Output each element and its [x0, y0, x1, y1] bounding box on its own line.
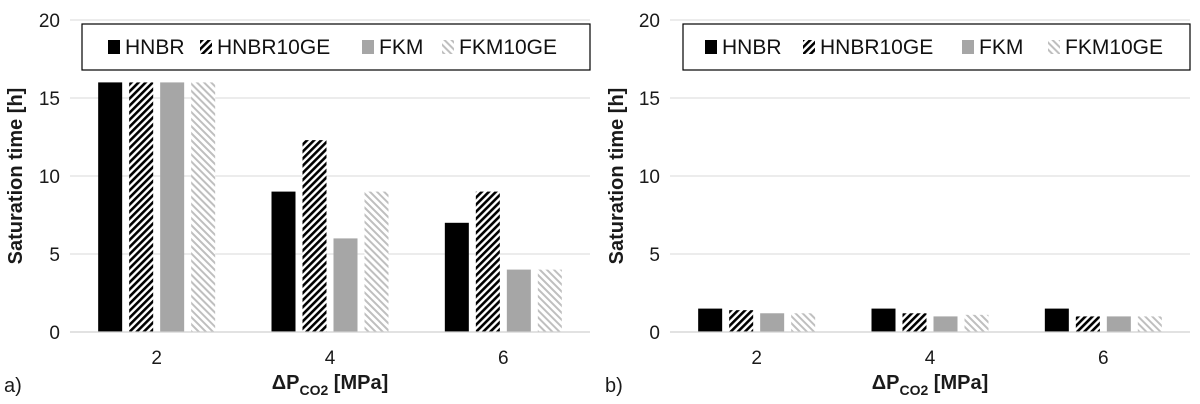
- y-tick-label: 15: [39, 89, 60, 110]
- x-tick-label: 2: [151, 348, 162, 369]
- legend-label-fkm: FKM: [979, 36, 1023, 59]
- y-tick-label: 10: [639, 167, 660, 188]
- legend: HNBR HNBR10GE FKM FKM10GE: [81, 23, 591, 71]
- bar-hnbr-2: [698, 308, 723, 332]
- legend-label-hnbr10ge: HNBR10GE: [820, 36, 933, 59]
- legend-swatch-hnbr: [108, 40, 120, 54]
- bar-fkm-6: [506, 269, 531, 332]
- bar-fkm-6: [1106, 316, 1131, 332]
- bar-hnbr-4: [871, 308, 896, 332]
- legend-swatch-hnbr10ge: [803, 40, 815, 54]
- legend-label-hnbr: HNBR: [125, 36, 185, 59]
- bar-hnbr-6: [1044, 308, 1069, 332]
- y-tick-label: 20: [639, 11, 660, 32]
- y-tick-label: 0: [649, 323, 660, 344]
- legend-label-hnbr: HNBR: [722, 36, 782, 59]
- y-tick-label: 15: [639, 89, 660, 110]
- legend-swatch-fkm: [362, 40, 374, 54]
- bar-hnbr10ge-4: [902, 313, 927, 332]
- x-axis-title: ΔPCO2 [MPa]: [872, 372, 989, 398]
- bar-fkm10ge-6: [1137, 316, 1162, 332]
- legend-label-fkm: FKM: [379, 36, 423, 59]
- bar-hnbr10ge-4: [302, 140, 327, 332]
- legend-label-hnbr10ge: HNBR10GE: [217, 36, 330, 59]
- panel-label: a): [4, 375, 22, 397]
- x-tick-label: 4: [925, 348, 936, 369]
- y-tick-label: 10: [39, 167, 60, 188]
- legend-box: [81, 23, 591, 71]
- legend-label-fkm10ge: FKM10GE: [1065, 36, 1163, 59]
- legend-swatch-hnbr10ge: [200, 40, 212, 54]
- legend-swatch-hnbr: [705, 40, 717, 54]
- bar-fkm10ge-6: [537, 269, 562, 332]
- legend-box: [682, 23, 1191, 71]
- legend-swatch-fkm: [962, 40, 974, 54]
- bar-hnbr10ge-6: [1075, 316, 1100, 332]
- y-tick-label: 5: [49, 245, 60, 266]
- legend-swatch-fkm10ge: [442, 40, 454, 54]
- legend: HNBR HNBR10GE FKM FKM10GE: [682, 23, 1191, 71]
- bar-hnbr-6: [444, 222, 469, 332]
- bar-fkm10ge-4: [964, 314, 989, 332]
- bar-hnbr-4: [271, 191, 296, 332]
- bar-fkm10ge-4: [364, 191, 389, 332]
- x-tick-label: 2: [751, 348, 762, 369]
- bar-hnbr10ge-2: [729, 310, 754, 332]
- bar-fkm10ge-2: [191, 82, 216, 333]
- legend-label-fkm10ge: FKM10GE: [459, 36, 557, 59]
- bar-fkm10ge-2: [791, 313, 816, 332]
- chart-panel-b: 0 5 10 15 20 2 4 6 ΔPCO2 [MPa] Saturation time [h…: [605, 11, 1191, 398]
- bar-hnbr10ge-6: [475, 191, 500, 332]
- x-tick-label: 6: [1098, 348, 1109, 369]
- y-axis-title: Saturation time [h]: [606, 88, 628, 265]
- bar-hnbr-2: [98, 82, 123, 333]
- x-axis-title: ΔPCO2 [MPa]: [272, 372, 389, 398]
- y-tick-label: 20: [39, 11, 60, 32]
- chart-panel-a: 0 5 10 15 20 2 4 6 ΔPCO2 [MPa] Saturation time [h…: [4, 11, 591, 398]
- bar-fkm-4: [933, 316, 958, 332]
- panel-label: b): [605, 375, 623, 397]
- y-tick-label: 0: [49, 323, 60, 344]
- bar-fkm-2: [160, 82, 185, 333]
- y-tick-label: 5: [649, 245, 660, 266]
- legend-swatch-fkm10ge: [1048, 40, 1060, 54]
- x-tick-label: 6: [498, 348, 509, 369]
- y-axis-title: Saturation time [h]: [5, 88, 27, 265]
- bar-hnbr10ge-2: [129, 82, 154, 333]
- x-tick-label: 4: [325, 348, 336, 369]
- bar-fkm-4: [333, 238, 358, 332]
- bar-fkm-2: [760, 313, 785, 332]
